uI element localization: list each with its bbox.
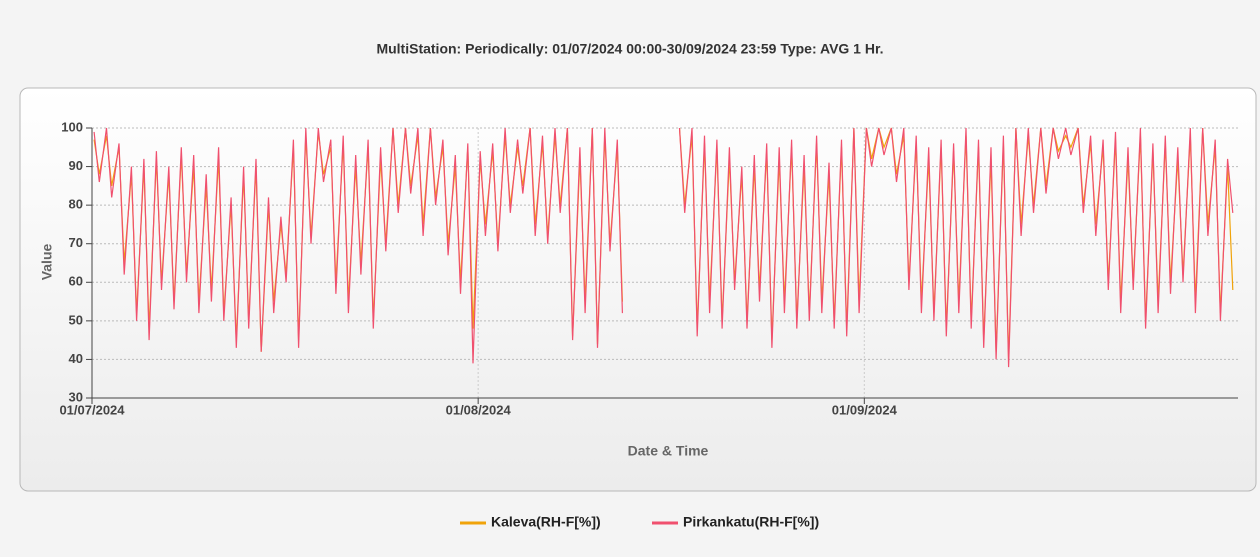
legend-label: Pirkankatu(RH-F[%]) [683, 514, 819, 530]
x-tick-label: 01/07/2024 [59, 402, 125, 417]
y-tick-label: 80 [69, 197, 83, 212]
series-line [93, 127, 1234, 368]
x-tick-label: 01/08/2024 [446, 402, 512, 417]
y-tick-label: 100 [61, 119, 83, 134]
y-tick-label: 70 [69, 235, 83, 250]
chart-title: MultiStation: Periodically: 01/07/2024 0… [376, 41, 883, 57]
y-axis-label: Value [39, 244, 55, 281]
y-tick-label: 50 [69, 312, 83, 327]
x-tick-label: 01/09/2024 [832, 402, 898, 417]
y-tick-label: 90 [69, 158, 83, 173]
chart-frame [19, 87, 1257, 492]
y-tick-label: 30 [69, 389, 83, 404]
y-tick-label: 40 [69, 351, 83, 366]
x-axis-label: Date & Time [628, 443, 709, 459]
legend-label: Kaleva(RH-F[%]) [491, 514, 601, 530]
y-tick-label: 60 [69, 274, 83, 289]
